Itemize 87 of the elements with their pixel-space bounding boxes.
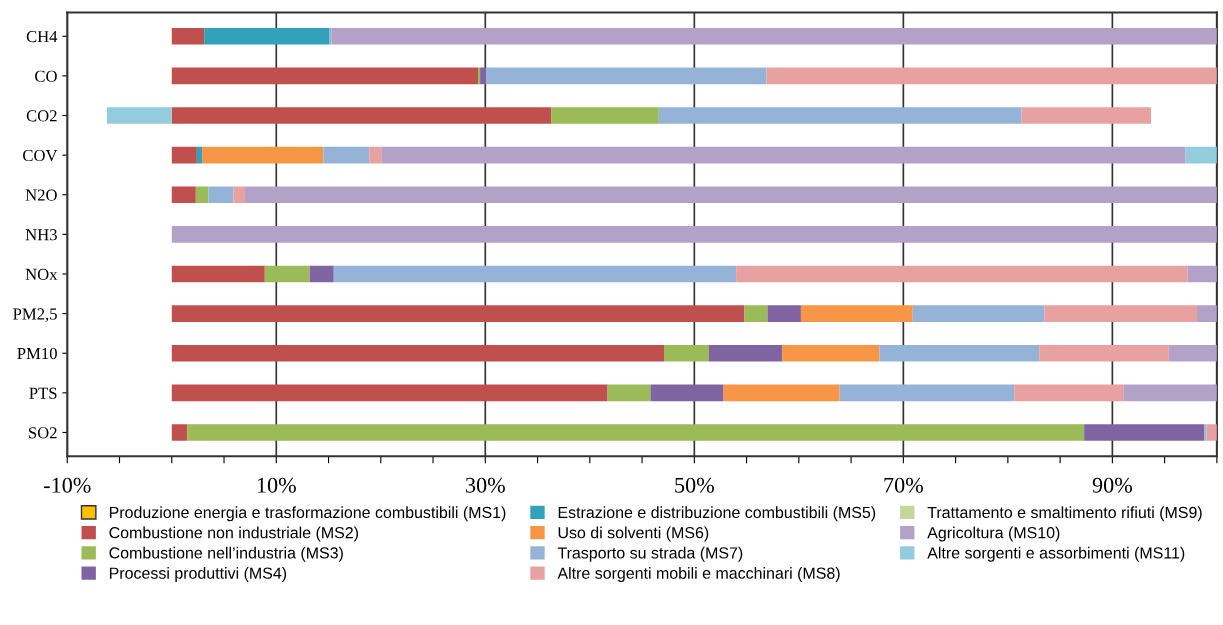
legend-label: Trasporto su strada (MS7) bbox=[557, 546, 743, 562]
bar bbox=[1123, 384, 1217, 402]
bar bbox=[106, 107, 172, 124]
bar bbox=[171, 384, 608, 402]
bar bbox=[171, 107, 552, 124]
y-tick-label: CO bbox=[35, 70, 57, 82]
bar bbox=[736, 265, 1188, 283]
legend-label: Agricoltura (MS10) bbox=[927, 526, 1060, 542]
x-tick-label: 30% bbox=[466, 477, 505, 493]
bar bbox=[171, 265, 265, 283]
bar bbox=[1021, 107, 1152, 124]
legend-label: Combustione non industriale (MS2) bbox=[109, 526, 359, 542]
legend-label: Processi produttivi (MS4) bbox=[109, 567, 287, 582]
bar bbox=[329, 27, 332, 45]
bar bbox=[744, 305, 768, 322]
legend-label: Uso di solventi (MS6) bbox=[558, 526, 709, 542]
bar bbox=[486, 67, 767, 85]
y-tick-label: PTS bbox=[29, 387, 57, 399]
bar bbox=[264, 265, 310, 283]
bar bbox=[196, 146, 203, 164]
bar bbox=[381, 146, 1186, 164]
y-tick-label: PM2,5 bbox=[13, 308, 57, 322]
bar bbox=[171, 27, 205, 45]
y-tick-label: PM10 bbox=[17, 347, 57, 360]
bar bbox=[839, 384, 1015, 402]
x-tick-label: -10% bbox=[44, 477, 91, 493]
bar bbox=[1187, 265, 1217, 283]
bar bbox=[233, 186, 245, 204]
bar bbox=[1185, 146, 1217, 164]
bar bbox=[333, 265, 737, 283]
bar bbox=[1197, 305, 1217, 322]
bar bbox=[187, 424, 1085, 441]
bar bbox=[1084, 424, 1205, 441]
legend-label: Combustione nell’industria (MS3) bbox=[109, 546, 343, 562]
bar bbox=[208, 186, 234, 204]
y-tick-label: NOx bbox=[25, 268, 58, 280]
bar bbox=[782, 344, 880, 362]
bar bbox=[723, 384, 840, 402]
bar bbox=[480, 67, 487, 85]
x-tick-label: 10% bbox=[257, 477, 296, 493]
bar bbox=[331, 27, 1217, 45]
x-tick-label: 50% bbox=[675, 477, 714, 493]
bar bbox=[171, 424, 188, 441]
bar bbox=[664, 344, 709, 362]
bar bbox=[477, 67, 481, 85]
bar bbox=[171, 305, 745, 322]
legend-label: Estrazione e distribuzione combustibili (MS5) bbox=[558, 506, 876, 522]
y-tick-label: CO2 bbox=[26, 110, 57, 122]
bar bbox=[171, 146, 197, 164]
bar bbox=[766, 67, 1217, 85]
bar bbox=[658, 107, 1022, 124]
bar bbox=[650, 384, 724, 402]
bar bbox=[1014, 384, 1124, 402]
bar bbox=[309, 265, 334, 283]
bar bbox=[1204, 424, 1207, 441]
y-tick-label: CH4 bbox=[26, 31, 58, 43]
bar bbox=[171, 67, 478, 85]
legend-label: Trattamento e smaltimento rifiuti (MS9) bbox=[927, 506, 1202, 522]
bar bbox=[195, 186, 209, 204]
bar bbox=[323, 146, 370, 164]
bar bbox=[800, 305, 913, 322]
bar bbox=[244, 186, 1217, 204]
y-tick-label: N2O bbox=[25, 189, 57, 201]
y-tick-label: NH3 bbox=[25, 229, 57, 241]
bar bbox=[767, 305, 801, 322]
bar bbox=[1206, 424, 1217, 441]
bar bbox=[369, 146, 382, 164]
bar bbox=[1039, 344, 1169, 362]
legend-label: Altre sorgenti mobili e macchinari (MS8) bbox=[557, 567, 840, 582]
bar bbox=[1044, 305, 1198, 322]
bar bbox=[171, 344, 665, 362]
bar bbox=[204, 27, 330, 45]
bar bbox=[202, 146, 324, 164]
bar bbox=[1168, 344, 1217, 362]
bar bbox=[171, 226, 1217, 243]
bar bbox=[607, 384, 651, 402]
x-tick-label: 90% bbox=[1092, 477, 1132, 493]
bar bbox=[912, 305, 1045, 322]
bar bbox=[171, 186, 196, 204]
y-tick-label: SO2 bbox=[29, 427, 57, 439]
y-tick-label: COV bbox=[23, 149, 58, 162]
legend-label: Produzione energia e trasformazione combustibili (MS1) bbox=[109, 506, 506, 522]
x-tick-label: 70% bbox=[884, 477, 923, 493]
legend-label: Altre sorgenti e assorbimenti (MS11) bbox=[927, 546, 1185, 562]
bar bbox=[708, 344, 783, 362]
bar bbox=[551, 107, 659, 124]
bar bbox=[879, 344, 1040, 362]
